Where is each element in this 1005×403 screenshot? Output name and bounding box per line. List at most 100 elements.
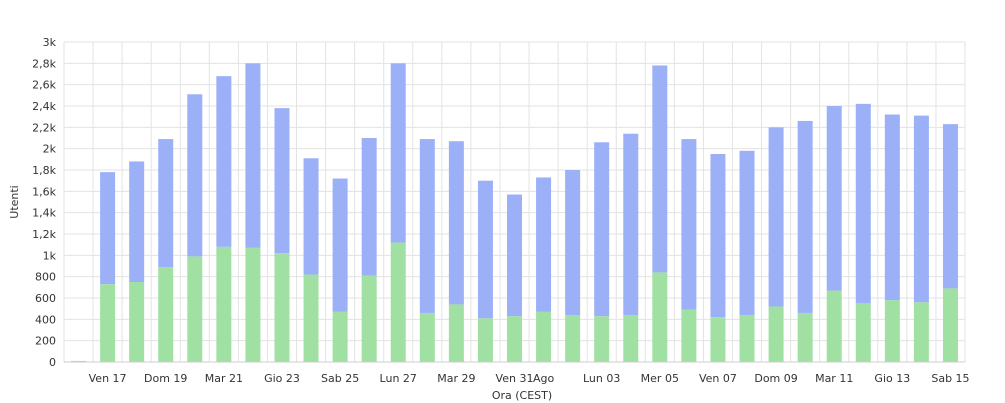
y-tick-label: 1,6k — [32, 185, 56, 198]
bar-segment-series-1[interactable] — [942, 288, 958, 362]
bar-segment-series-1[interactable] — [797, 312, 813, 362]
bar-segment-series-2[interactable] — [913, 115, 929, 303]
bar-segment-series-1[interactable] — [158, 267, 174, 362]
y-tick-label: 800 — [35, 271, 56, 284]
bar-segment-series-1[interactable] — [332, 311, 348, 362]
y-tick-label: 600 — [35, 292, 56, 305]
bar-segment-series-2[interactable] — [739, 150, 755, 316]
bar-segment-series-2[interactable] — [274, 108, 290, 254]
x-tick-label: Lun 03 — [583, 372, 620, 385]
y-tick-label: 400 — [35, 313, 56, 326]
bar-segment-series-2[interactable] — [884, 114, 900, 301]
bar-segment-series-2[interactable] — [361, 138, 377, 276]
x-tick-label: Mar 29 — [437, 372, 475, 385]
x-tick-label: Dom 09 — [754, 372, 797, 385]
x-tick-label: Gio 23 — [264, 372, 300, 385]
bar-segment-series-1[interactable] — [245, 247, 261, 362]
bar-segment-series-1[interactable] — [739, 315, 755, 362]
y-tick-label: 3k — [43, 36, 57, 49]
x-tick-label: Gio 13 — [874, 372, 910, 385]
x-tick-label: Lun 27 — [380, 372, 417, 385]
bar-segment-series-1[interactable] — [565, 315, 581, 362]
bar-segment-series-2[interactable] — [477, 180, 493, 319]
x-tick-label: Mar 21 — [205, 372, 243, 385]
bar-segment-series-2[interactable] — [332, 178, 348, 312]
y-tick-label: 2,6k — [32, 79, 56, 92]
bar-segment-series-1[interactable] — [477, 318, 493, 362]
y-tick-label: 2,4k — [32, 100, 56, 113]
bar-segment-series-2[interactable] — [536, 177, 552, 312]
y-tick-label: 1,2k — [32, 228, 56, 241]
bar-segment-series-1[interactable] — [448, 304, 464, 362]
bar-segment-series-1[interactable] — [274, 253, 290, 362]
bar-segment-series-2[interactable] — [826, 106, 842, 291]
y-tick-label: 1,4k — [32, 207, 56, 220]
bar-segment-series-2[interactable] — [652, 65, 668, 273]
bar-segment-series-1[interactable] — [390, 242, 406, 362]
bar-segment-series-2[interactable] — [565, 170, 581, 316]
y-axis-title: Utenti — [8, 185, 21, 218]
x-tick-label: Ven 07 — [699, 372, 737, 385]
bar-segment-series-1[interactable] — [594, 316, 610, 362]
bar-segment-series-2[interactable] — [303, 158, 319, 275]
bar-segment-series-2[interactable] — [419, 139, 435, 313]
bar-segment-series-2[interactable] — [390, 63, 406, 243]
bar-segment-series-2[interactable] — [797, 120, 813, 313]
y-tick-label: 0 — [49, 356, 56, 369]
grid — [63, 41, 966, 363]
bar-segment-series-1[interactable] — [507, 316, 522, 362]
x-tick-label: Sab 15 — [931, 372, 969, 385]
x-tick-label: Mar 11 — [815, 372, 853, 385]
bar-segment-series-2[interactable] — [245, 63, 261, 248]
x-tick-label: Ven 31 — [496, 372, 534, 385]
axes: 0 200 400 600 800 1k 1,2k 1,4k 1,6k 1,8k 2k 2,2k 2,4… — [32, 36, 969, 385]
x-tick-label: Dom 19 — [144, 372, 187, 385]
y-tick-label: 200 — [35, 335, 56, 348]
bar-segment-series-1[interactable] — [536, 311, 552, 362]
bar-segment-series-2[interactable] — [158, 139, 174, 268]
bar-segment-series-1[interactable] — [652, 272, 668, 362]
bar-segment-series-1[interactable] — [681, 309, 697, 362]
bar-segment-series-1[interactable] — [100, 284, 116, 362]
x-tick-label: Mer 05 — [641, 372, 679, 385]
bar-segment-series-2[interactable] — [681, 139, 697, 310]
bar-segment-series-2[interactable] — [100, 172, 116, 285]
bars — [71, 63, 958, 362]
bar-segment-series-1[interactable] — [187, 256, 203, 362]
bar-segment-series-1[interactable] — [623, 315, 639, 362]
bar-segment-series-1[interactable] — [71, 360, 87, 362]
bar-segment-series-1[interactable] — [884, 300, 900, 362]
bar-segment-series-1[interactable] — [855, 303, 871, 362]
bar-segment-series-2[interactable] — [216, 76, 232, 247]
y-tick-label: 1k — [43, 249, 57, 262]
bar-segment-series-1[interactable] — [913, 302, 929, 362]
bar-segment-series-1[interactable] — [419, 312, 435, 362]
bar-segment-series-1[interactable] — [303, 274, 319, 362]
bar-segment-series-2[interactable] — [129, 161, 145, 282]
x-axis-title: Ora (CEST) — [492, 389, 552, 402]
y-tick-label: 1,8k — [32, 164, 56, 177]
bar-segment-series-1[interactable] — [361, 275, 377, 362]
x-tick-label: Ven 17 — [89, 372, 127, 385]
bar-segment-series-2[interactable] — [507, 194, 522, 317]
bar-segment-series-2[interactable] — [710, 154, 726, 318]
bar-segment-series-2[interactable] — [448, 141, 464, 305]
bar-segment-series-2[interactable] — [942, 124, 958, 289]
x-tick-label: Sab 25 — [321, 372, 359, 385]
y-tick-label: 2,8k — [32, 57, 56, 70]
bar-segment-series-1[interactable] — [768, 306, 784, 362]
y-tick-label: 2k — [43, 143, 57, 156]
bar-segment-series-2[interactable] — [855, 103, 871, 304]
bar-segment-series-1[interactable] — [826, 290, 842, 362]
bar-segment-series-2[interactable] — [623, 133, 639, 316]
bar-segment-series-1[interactable] — [710, 317, 726, 362]
bar-segment-series-1[interactable] — [216, 246, 232, 362]
bar-segment-series-2[interactable] — [594, 142, 610, 317]
bar-segment-series-1[interactable] — [129, 282, 145, 362]
bar-segment-series-2[interactable] — [187, 94, 203, 257]
x-tick-label: Ago — [533, 372, 555, 385]
bar-segment-series-2[interactable] — [768, 127, 784, 307]
y-tick-label: 2,2k — [32, 121, 56, 134]
